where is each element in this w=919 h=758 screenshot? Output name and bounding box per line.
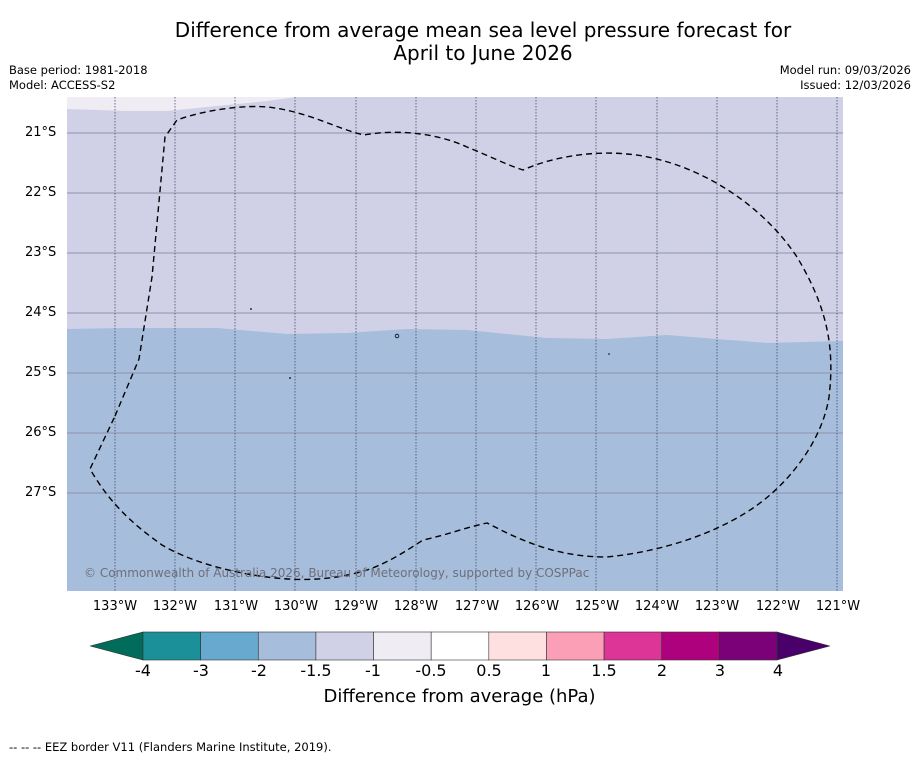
lat-label: 22°S [25, 185, 57, 200]
title-line-2: April to June 2026 [393, 41, 573, 65]
lat-label: 26°S [25, 425, 57, 440]
colorbar-tick: -1 [365, 661, 381, 680]
colorbar-swatch [257, 631, 317, 661]
copyright-notice: © Commonwealth of Australia 2026, Bureau… [84, 566, 590, 580]
eez-legend-note: -- -- -- EEZ border V11 (Flanders Marine… [9, 740, 332, 754]
colorbar-extend-left [90, 631, 144, 661]
lon-label: 128°W [393, 599, 439, 614]
lon-label: 133°W [92, 599, 138, 614]
colorbar-label: Difference from average (hPa) [323, 686, 596, 707]
colorbar-swatch [719, 631, 778, 661]
lon-label: 127°W [454, 599, 500, 614]
island-marker [250, 308, 252, 310]
colorbar-swatch [603, 631, 663, 661]
colorbar-tick: 4 [772, 661, 784, 680]
lon-label: 131°W [213, 599, 259, 614]
meta-left: Base period: 1981-2018 Model: ACCESS-S2 [9, 63, 148, 93]
colorbar-swatch [546, 631, 605, 661]
island-marker [608, 353, 610, 355]
colorbar-swatch [142, 631, 201, 661]
colorbar-swatch [488, 631, 547, 661]
colorbar-swatch [373, 631, 432, 661]
colorbar-tick: -1.5 [300, 661, 332, 680]
island-marker [289, 377, 291, 379]
colorbar-swatch [661, 631, 720, 661]
colorbar-tick: -2 [251, 661, 267, 680]
longitude-gridlines [114, 97, 838, 591]
colorbar-tick: 3 [714, 661, 726, 680]
lon-label: 121°W [815, 599, 861, 614]
latitude-gridlines [67, 132, 843, 494]
island-marker [394, 333, 400, 339]
colorbar-tick: -3 [193, 661, 209, 680]
colorbar-tick: 1.5 [591, 661, 617, 680]
lat-label: 24°S [25, 305, 57, 320]
lon-label: 125°W [574, 599, 620, 614]
lat-label: 23°S [25, 245, 57, 260]
colorbar-tick: -4 [135, 661, 151, 680]
map-plot [67, 97, 843, 591]
lon-label: 129°W [333, 599, 379, 614]
lon-label: 132°W [152, 599, 198, 614]
colorbar-tick: 2 [656, 661, 668, 680]
band-middle [67, 97, 843, 343]
band-light [67, 97, 297, 111]
lon-label: 124°W [634, 599, 680, 614]
colorbar-swatch [200, 631, 259, 661]
title-line-1: Difference from average mean sea level p… [174, 18, 792, 42]
lon-label: 130°W [273, 599, 319, 614]
colorbar [90, 631, 830, 661]
base-period: Base period: 1981-2018 [9, 63, 148, 77]
eez-border [89, 105, 832, 581]
lon-label: 123°W [694, 599, 740, 614]
issued-date: Issued: 12/03/2026 [800, 78, 911, 92]
colorbar-tick: -0.5 [415, 661, 447, 680]
colorbar-swatch [430, 631, 490, 661]
meta-right: Model run: 09/03/2026 Issued: 12/03/2026 [780, 63, 911, 93]
lat-label: 27°S [25, 485, 57, 500]
lat-label: 25°S [25, 365, 57, 380]
colorbar-extend-right [776, 631, 830, 661]
colorbar-swatch [315, 631, 374, 661]
model-run: Model run: 09/03/2026 [779, 63, 911, 77]
model-name: Model: ACCESS-S2 [9, 78, 116, 92]
chart-title: Difference from average mean sea level p… [0, 19, 919, 65]
lat-label: 21°S [25, 125, 57, 140]
lon-label: 122°W [755, 599, 801, 614]
colorbar-tick: 0.5 [476, 661, 502, 680]
colorbar-tick: 1 [540, 661, 552, 680]
lon-label: 126°W [514, 599, 560, 614]
